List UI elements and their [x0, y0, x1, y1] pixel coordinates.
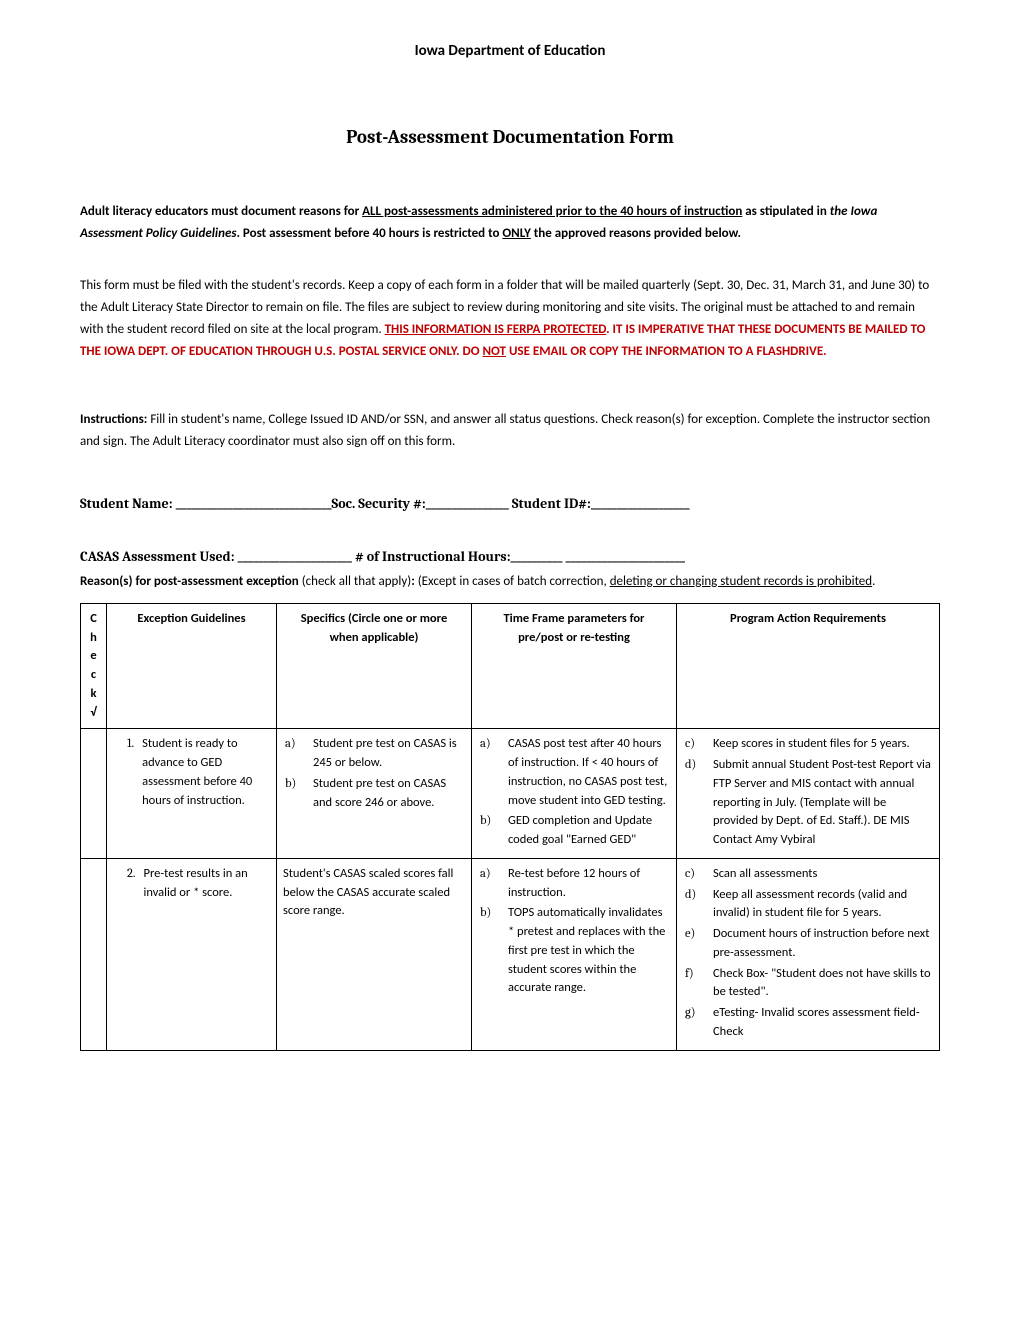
- reasons-row: Reason(s) for post-assessment exception …: [80, 571, 940, 593]
- field-row-2: CASAS Assessment Used: _________________…: [80, 546, 940, 567]
- prog-marker: c): [685, 865, 703, 884]
- time-text: CASAS post test after 40 hours of instru…: [508, 735, 668, 810]
- casas-blank: ______________________: [238, 548, 352, 565]
- ferpa-warning-underlined: THIS INFORMATION IS FERPA PROTECTED: [385, 322, 606, 337]
- specifics-cell: a) Student pre test on CASAS is 245 or be…: [277, 729, 472, 859]
- spec-text: Student pre test on CASAS and score 246 …: [313, 775, 463, 813]
- exception-table: Check √ Exception Guidelines Specifics (…: [80, 603, 940, 1051]
- time-marker: a): [480, 865, 498, 903]
- table-header-row: Check √ Exception Guidelines Specifics (…: [81, 603, 940, 729]
- instructions-text: Fill in student's name, College Issued I…: [80, 412, 930, 449]
- check-cell[interactable]: [81, 729, 107, 859]
- prog-marker: c): [685, 735, 703, 754]
- time-text: GED completion and Update coded goal "Ea…: [508, 812, 668, 850]
- timeframe-cell: a) Re-test before 12 hours of instruction…: [472, 858, 677, 1050]
- guideline-marker: 1.: [127, 735, 134, 810]
- instructions-label: Instructions:: [80, 412, 147, 427]
- program-cell: c) Keep scores in student files for 5 yea…: [677, 729, 940, 859]
- prog-text: eTesting- Invalid scores assessment fiel…: [713, 1004, 931, 1042]
- org-header: Iowa Department of Education: [80, 40, 940, 63]
- reasons-except: (Except in cases of batch correction,: [418, 574, 610, 589]
- prog-marker: f): [685, 965, 703, 1003]
- th-guidelines: Exception Guidelines: [107, 603, 277, 729]
- prog-marker: g): [685, 1004, 703, 1042]
- ferpa-warning-3: USE EMAIL OR COPY THE INFORMATION TO A F…: [506, 344, 827, 359]
- ferpa-not: NOT: [482, 344, 506, 359]
- filing-paragraph: This form must be filed with the student…: [80, 275, 940, 363]
- guideline-marker: 2.: [127, 865, 135, 903]
- th-timeframe: Time Frame parameters for pre/post or re…: [472, 603, 677, 729]
- student-id-blank: ___________________: [591, 495, 690, 512]
- th-check: Check √: [81, 603, 107, 729]
- guideline-text: Student is ready to advance to GED asses…: [142, 735, 268, 810]
- program-cell: c) Scan all assessments d) Keep all assessm…: [677, 858, 940, 1050]
- reasons-underlined: deleting or changing student records is …: [610, 574, 872, 589]
- time-text: Re-test before 12 hours of instruction.: [508, 865, 668, 903]
- intro-underlined-1: ALL post-assessments administered prior …: [362, 204, 742, 219]
- timeframe-cell: a)CASAS post test after 40 hours of inst…: [472, 729, 677, 859]
- intro-mid1: as stipulated in: [742, 204, 830, 219]
- spec-text: Student pre test on CASAS is 245 or belo…: [313, 735, 463, 773]
- casas-label: CASAS Assessment Used:: [80, 548, 238, 565]
- hours-label: # of Instructional Hours:: [352, 548, 511, 565]
- prog-text: Document hours of instruction before nex…: [713, 925, 931, 963]
- intro-paragraph: Adult literacy educators must document r…: [80, 201, 940, 245]
- student-id-label: Student ID#:: [509, 495, 591, 512]
- prog-text: Keep scores in student files for 5 years…: [713, 735, 910, 754]
- student-name-label: Student Name:: [80, 495, 176, 512]
- table-row: 1.Student is ready to advance to GED ass…: [81, 729, 940, 859]
- guideline-text: Pre-test results in an invalid or * scor…: [143, 865, 268, 903]
- intro-lead: Adult literacy educators must document r…: [80, 204, 362, 219]
- intro-mid2: . Post assessment before 40 hours is res…: [236, 226, 502, 241]
- check-cell[interactable]: [81, 858, 107, 1050]
- guideline-cell: 2.Pre-test results in an invalid or * sc…: [107, 858, 277, 1050]
- intro-underlined-2: ONLY: [502, 226, 530, 241]
- ssn-blank: ________________: [426, 495, 509, 512]
- table-row: 2.Pre-test results in an invalid or * sc…: [81, 858, 940, 1050]
- prog-marker: d): [685, 886, 703, 924]
- th-specifics: Specifics (Circle one or more when appli…: [277, 603, 472, 729]
- intro-tail: the approved reasons provided below.: [531, 226, 741, 241]
- time-text: TOPS automatically invalidates * pretest…: [508, 904, 668, 998]
- ssn-label: Soc. Security #:: [332, 495, 426, 512]
- time-marker: b): [480, 904, 498, 998]
- spec-marker: b): [285, 775, 303, 813]
- reasons-label: Reason(s) for post-assessment exception: [80, 574, 302, 589]
- time-marker: a): [480, 735, 498, 810]
- reasons-end: .: [872, 574, 875, 589]
- hours-blank: __________ _______________________: [511, 548, 685, 565]
- specifics-cell: Student's CASAS scaled scores fall below…: [277, 858, 472, 1050]
- prog-marker: d): [685, 756, 703, 850]
- th-program: Program Action Requirements: [677, 603, 940, 729]
- instructions-paragraph: Instructions: Fill in student's name, Co…: [80, 409, 940, 453]
- field-row-1: Student Name: __________________________…: [80, 493, 940, 514]
- prog-text: Submit annual Student Post-test Report v…: [713, 756, 931, 850]
- spec-marker: a): [285, 735, 303, 773]
- prog-text: Keep all assessment records (valid and i…: [713, 886, 931, 924]
- prog-text: Check Box- "Student does not have skills…: [713, 965, 931, 1003]
- prog-marker: e): [685, 925, 703, 963]
- guideline-cell: 1.Student is ready to advance to GED ass…: [107, 729, 277, 859]
- student-name-blank: ______________________________: [176, 495, 332, 512]
- page-title: Post-Assessment Documentation Form: [80, 123, 940, 152]
- time-marker: b): [480, 812, 498, 850]
- reasons-paren: (check all that apply): [302, 574, 412, 589]
- prog-text: Scan all assessments: [713, 865, 817, 884]
